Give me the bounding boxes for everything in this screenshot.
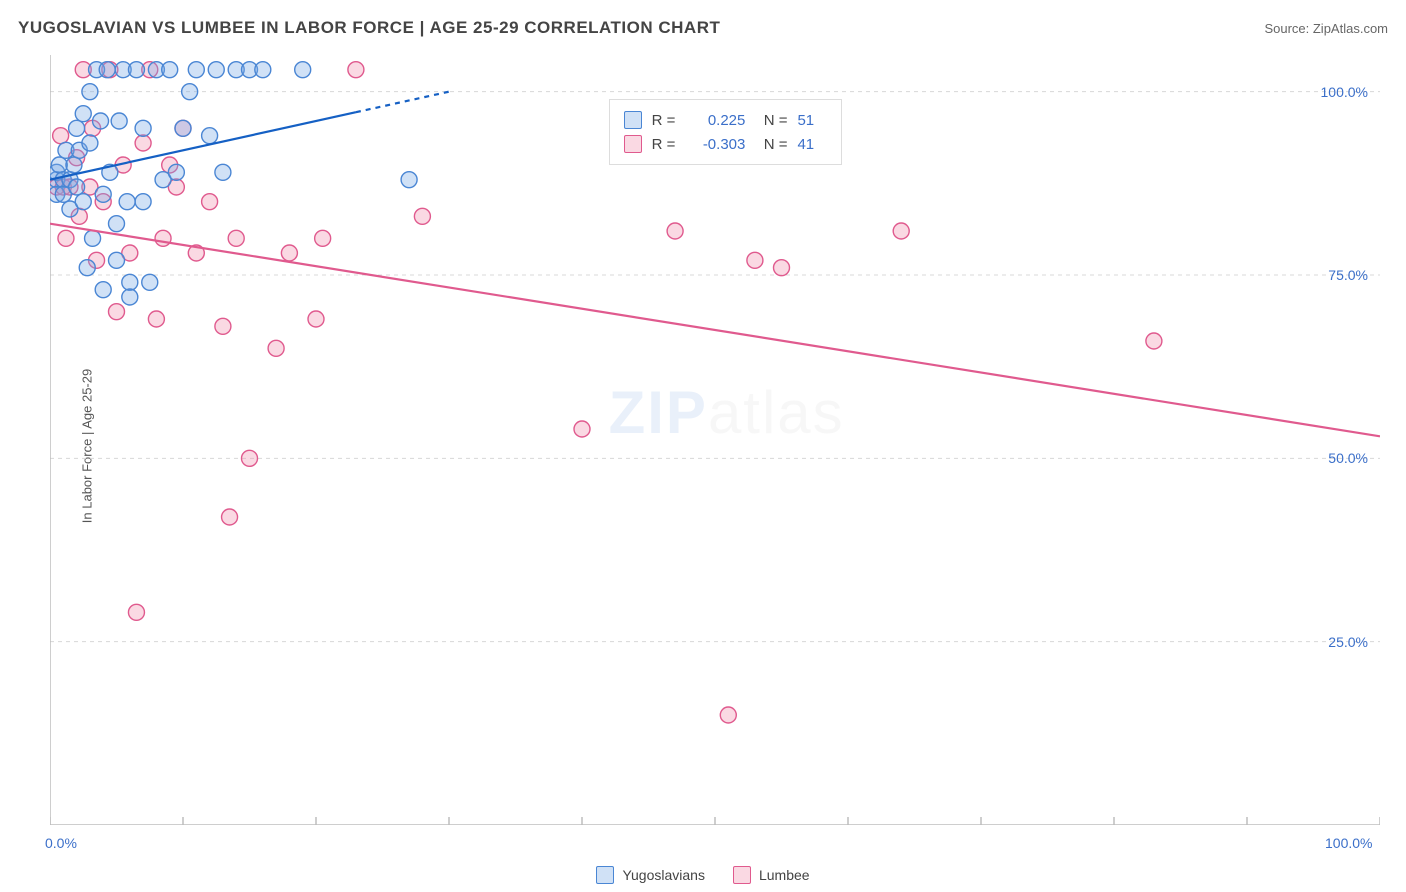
stats-n-yugoslavians: 51 <box>797 112 827 129</box>
stats-r-label: R = <box>652 112 676 129</box>
stats-box: R = 0.225 N = 51 R = -0.303 N = 41 <box>609 99 843 165</box>
stats-r-yugoslavians: 0.225 <box>685 112 745 129</box>
stats-r-lumbee: -0.303 <box>685 136 745 153</box>
x-tick-label: 100.0% <box>1325 835 1372 851</box>
y-tick-label: 100.0% <box>1321 84 1368 100</box>
bottom-legend: Yugoslavians Lumbee <box>0 866 1406 884</box>
plot-area: ZIPatlas R = 0.225 N = 51 R = -0.303 N =… <box>50 55 1380 825</box>
stats-n-label: N = <box>755 136 787 153</box>
chart-container: YUGOSLAVIAN VS LUMBEE IN LABOR FORCE | A… <box>0 0 1406 892</box>
legend-item-lumbee: Lumbee <box>733 866 810 884</box>
swatch-lumbee-icon <box>624 135 642 153</box>
source-label: Source: ZipAtlas.com <box>1264 21 1388 36</box>
y-tick-label: 50.0% <box>1328 450 1368 466</box>
legend-item-yugoslavians: Yugoslavians <box>596 866 705 884</box>
chart-title: YUGOSLAVIAN VS LUMBEE IN LABOR FORCE | A… <box>18 18 720 38</box>
y-tick-label: 75.0% <box>1328 267 1368 283</box>
stats-row-yugoslavians: R = 0.225 N = 51 <box>624 108 828 132</box>
chart-svg <box>50 55 1380 825</box>
stats-r-label: R = <box>652 136 676 153</box>
stats-n-label: N = <box>755 112 787 129</box>
swatch-lumbee-icon <box>733 866 751 884</box>
x-tick-label: 0.0% <box>45 835 77 851</box>
title-row: YUGOSLAVIAN VS LUMBEE IN LABOR FORCE | A… <box>18 18 1388 38</box>
legend-label-yugoslavians: Yugoslavians <box>622 867 705 883</box>
swatch-yugoslavians-icon <box>624 111 642 129</box>
stats-row-lumbee: R = -0.303 N = 41 <box>624 132 828 156</box>
y-tick-label: 25.0% <box>1328 634 1368 650</box>
legend-label-lumbee: Lumbee <box>759 867 810 883</box>
swatch-yugoslavians-icon <box>596 866 614 884</box>
stats-n-lumbee: 41 <box>797 136 827 153</box>
